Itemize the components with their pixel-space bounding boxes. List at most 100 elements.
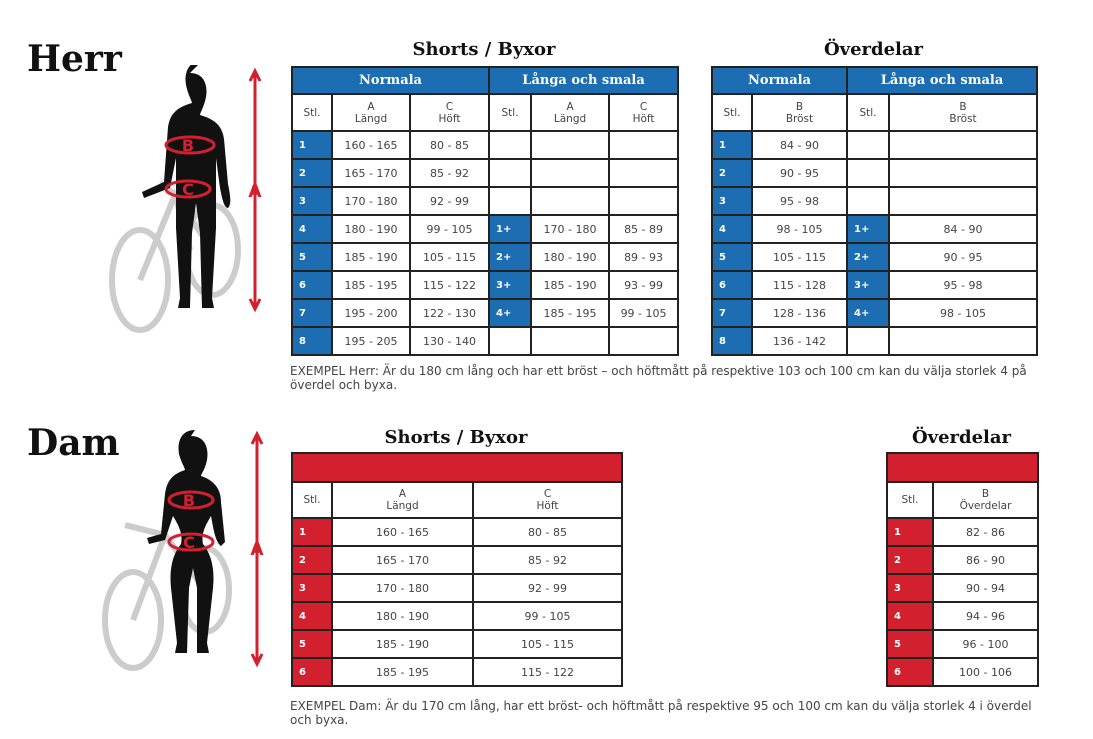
data-row: 6 185 - 195 115 - 122 [291, 657, 624, 687]
empty-cell [888, 186, 1039, 216]
figure-label: B [182, 136, 194, 155]
size-cell: 5 [711, 242, 753, 272]
value-cell: 185 - 190 [331, 242, 411, 272]
size-cell: 1 [886, 517, 934, 547]
value-cell: 195 - 205 [331, 326, 411, 356]
value-cell: 170 - 180 [530, 214, 611, 244]
value-cell: 90 - 95 [888, 242, 1039, 272]
value-cell: 85 - 92 [408, 158, 491, 188]
value-cell: 165 - 170 [331, 158, 411, 188]
data-row: 8 136 - 142 [711, 326, 1039, 356]
size-cell: 3 [291, 186, 333, 216]
size-cell: 5 [291, 629, 333, 659]
value-cell: 100 - 106 [932, 657, 1039, 687]
column-header: C Höft [408, 93, 491, 132]
empty-cell [530, 186, 611, 216]
value-cell: 160 - 165 [331, 130, 411, 160]
group-header: Långa och smala [846, 66, 1039, 95]
measure-marks [167, 430, 264, 668]
silhouette [142, 65, 231, 308]
size-cell: 2 [291, 158, 333, 188]
value-cell: 96 - 100 [932, 629, 1039, 659]
data-row: 4 98 - 105 1+ 84 - 90 [711, 214, 1039, 244]
value-cell: 180 - 190 [331, 214, 411, 244]
value-cell: 160 - 165 [331, 517, 474, 547]
value-cell: 99 - 105 [408, 214, 491, 244]
data-row: 3 170 - 180 92 - 99 [291, 573, 624, 603]
value-cell: 115 - 128 [750, 270, 849, 300]
value-cell: 86 - 90 [932, 545, 1039, 575]
value-cell: 185 - 190 [530, 270, 611, 300]
example-text: EXEMPEL Dam: Är du 170 cm lång, har ett … [290, 699, 1032, 727]
empty-cell [888, 158, 1039, 188]
group-header: Normala [710, 66, 849, 95]
value-cell: 93 - 99 [608, 270, 680, 300]
size-cell: 5 [886, 629, 934, 659]
data-row: 3 95 - 98 [711, 186, 1039, 216]
data-row: 6 185 - 195 115 - 122 3+ 185 - 190 93 - 99 [291, 270, 680, 300]
header-line: B [959, 100, 967, 113]
value-cell: 122 - 130 [408, 298, 491, 328]
empty-cell [846, 326, 891, 356]
size-cell: 2 [886, 545, 934, 575]
data-row: 5 185 - 190 105 - 115 2+ 180 - 190 89 - 93 [291, 242, 680, 272]
header-line: A [566, 100, 574, 113]
figure-dam: B C A [102, 430, 264, 671]
data-row: 2 86 - 90 [886, 545, 1039, 575]
value-cell: 195 - 200 [331, 298, 411, 328]
size-cell: 4 [711, 214, 753, 244]
size-cell: 6 [291, 270, 333, 300]
size-cell: 2 [291, 545, 333, 575]
size-cell: 7 [291, 298, 333, 328]
size-table: Normala Långa och smala Stl. A Längd C Höft Stl… [290, 66, 680, 356]
group-header: Normala [290, 66, 491, 95]
data-row: 2 90 - 95 [711, 158, 1039, 188]
header-line: Stl. [859, 106, 877, 119]
group-banner [886, 452, 1039, 483]
header-line: C [543, 488, 552, 500]
size-cell: 8 [711, 326, 753, 356]
size-cell: 4+ [846, 298, 891, 328]
value-cell: 92 - 99 [408, 186, 491, 216]
header-line: B [981, 488, 990, 500]
value-cell: 85 - 89 [608, 214, 680, 244]
value-cell: 80 - 85 [408, 130, 491, 160]
size-cell: 4+ [488, 298, 533, 328]
value-cell: 180 - 190 [331, 601, 474, 631]
header-line: C [639, 100, 648, 113]
table-title: Shorts / Byxor [384, 427, 528, 448]
empty-cell [846, 186, 891, 216]
size-table: Stl. B Överdelar 1 82 - 86 2 86 - 90 3 90 - 94 4 9… [886, 452, 1039, 687]
size-cell: 4 [291, 601, 333, 631]
size-cell: 3 [291, 573, 333, 603]
header-line: Längd [553, 112, 587, 125]
value-cell: 115 - 122 [471, 657, 624, 687]
group-header: Långa och smala [488, 66, 680, 95]
size-cell: 2+ [846, 242, 891, 272]
figure-herr: B C A [109, 65, 262, 333]
figure-label: A [248, 182, 262, 202]
value-cell: 115 - 122 [408, 270, 491, 300]
size-cell: 3+ [488, 270, 533, 300]
value-cell: 82 - 86 [932, 517, 1039, 547]
table-title: Överdelar [823, 39, 924, 60]
header-line: Stl. [303, 106, 321, 119]
empty-cell [530, 326, 611, 356]
data-row: 4 180 - 190 99 - 105 1+ 170 - 180 85 - 89 [291, 214, 680, 244]
header-line: Stl. [901, 494, 919, 506]
value-cell: 185 - 195 [331, 270, 411, 300]
size-cell: 1 [291, 517, 333, 547]
value-cell: 185 - 195 [331, 657, 474, 687]
data-row: 3 90 - 94 [886, 573, 1039, 603]
data-row: 1 84 - 90 [711, 130, 1039, 160]
column-header: B Bröst [750, 93, 849, 132]
header-line: Höft [536, 500, 559, 512]
size-table: Normala Långa och smala Stl. B Bröst Stl. B Brö… [710, 66, 1039, 356]
header-line: Höft [632, 112, 655, 125]
header-row: Stl. B Bröst Stl. B Bröst [711, 93, 1039, 132]
header-line: A [367, 100, 375, 113]
section-title: Herr [27, 38, 122, 80]
size-cell: 3 [886, 573, 934, 603]
data-row: 7 128 - 136 4+ 98 - 105 [711, 298, 1039, 328]
section-title: Dam [27, 422, 120, 464]
